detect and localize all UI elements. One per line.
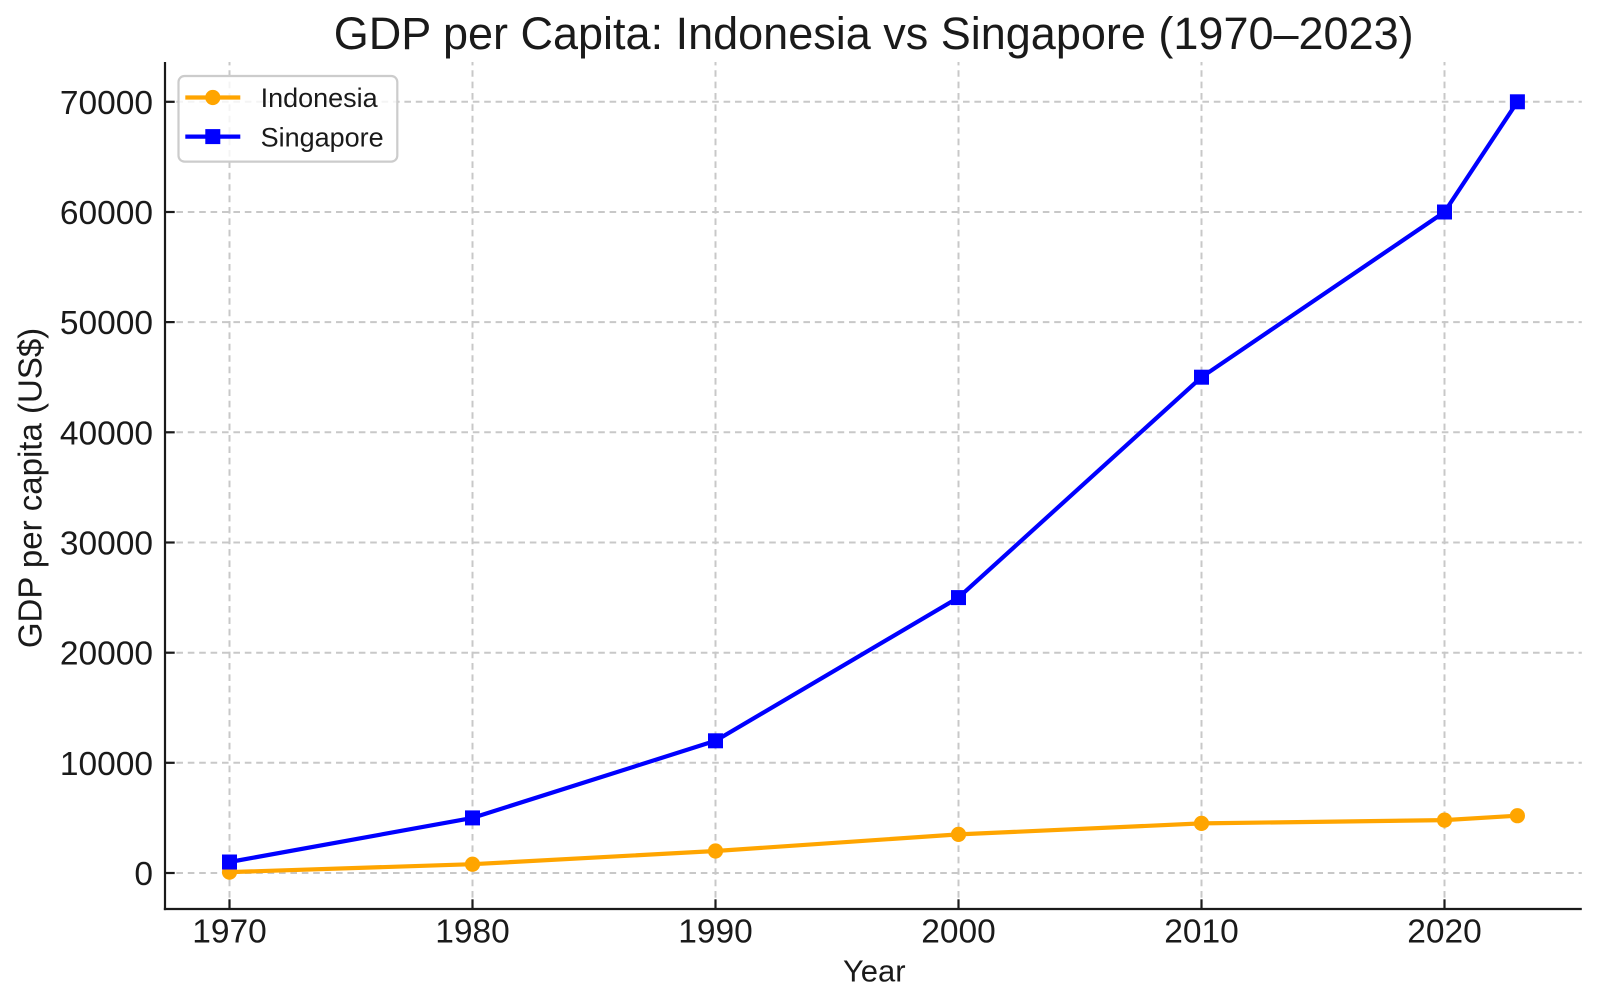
- svg-text:2010: 2010: [1164, 913, 1239, 950]
- svg-text:30000: 30000: [60, 526, 153, 563]
- svg-text:1980: 1980: [435, 913, 510, 950]
- svg-text:70000: 70000: [60, 85, 153, 122]
- svg-text:20000: 20000: [60, 636, 153, 673]
- svg-text:Indonesia: Indonesia: [261, 83, 379, 113]
- svg-text:10000: 10000: [60, 746, 153, 783]
- svg-text:60000: 60000: [60, 195, 153, 232]
- svg-text:2000: 2000: [921, 913, 996, 950]
- svg-text:2020: 2020: [1407, 913, 1482, 950]
- svg-text:Singapore: Singapore: [261, 122, 384, 152]
- svg-text:50000: 50000: [60, 305, 153, 342]
- svg-text:Year: Year: [843, 953, 906, 988]
- svg-text:1970: 1970: [192, 913, 267, 950]
- svg-text:0: 0: [134, 856, 153, 893]
- svg-text:GDP per Capita: Indonesia vs S: GDP per Capita: Indonesia vs Singapore (…: [334, 8, 1414, 59]
- svg-text:1990: 1990: [678, 913, 753, 950]
- svg-text:40000: 40000: [60, 415, 153, 452]
- svg-text:GDP per capita (US$): GDP per capita (US$): [12, 328, 49, 648]
